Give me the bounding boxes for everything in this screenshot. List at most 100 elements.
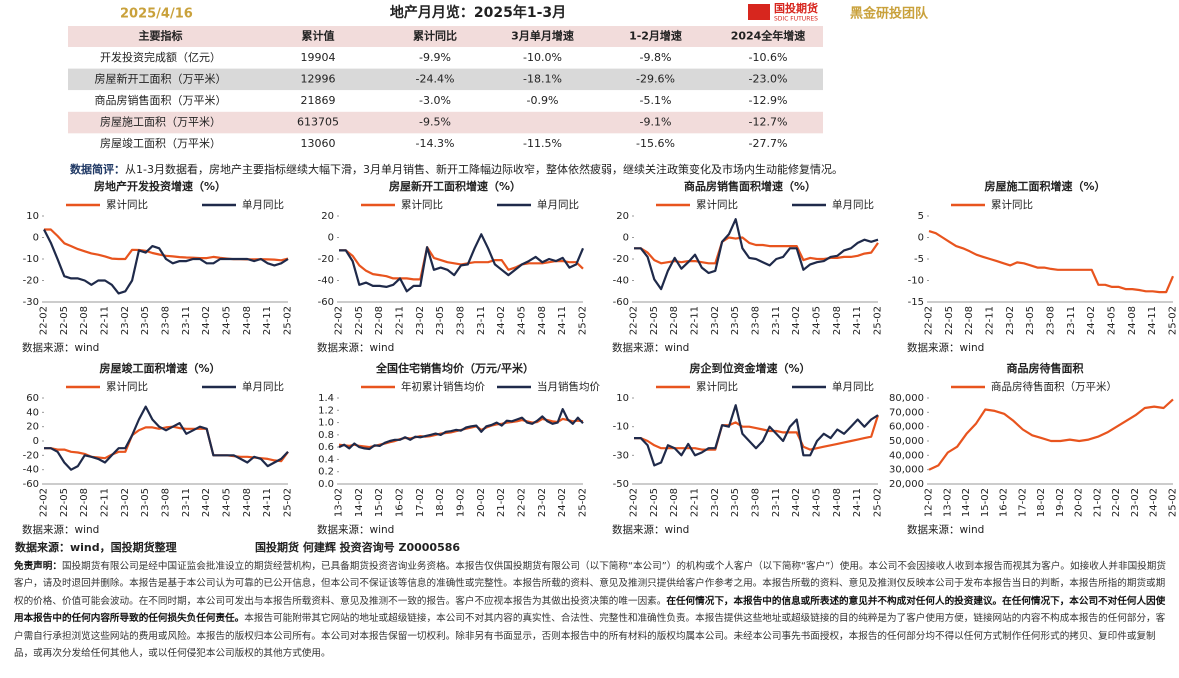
disclaimer-label: 免责声明： [14,561,62,572]
y-tick-label: 0.2 [318,467,334,478]
legend-label: 年初累计销售均价 [401,380,485,393]
y-tick-label: -15 [908,297,924,308]
y-tick-label: 0.8 [318,430,334,441]
y-tick-label: 0 [623,233,629,244]
x-tick-label: 22-02 [629,306,640,335]
y-tick-label: 20 [26,422,39,433]
x-tick-label: 23-11 [1066,306,1077,335]
table-cell: 开发投资完成额（亿元） [100,50,221,64]
chart-title: 房屋竣工面积增速（%） [99,361,220,375]
x-tick-label: 22-11 [395,306,406,335]
y-tick-label: 0.0 [318,479,334,490]
y-tick-label: 5 [918,211,924,222]
table-cell: -10.0% [523,51,562,64]
x-tick-label: 23-02 [537,488,548,517]
y-tick-label: -10 [908,276,924,287]
x-tick-label: 23-08 [751,306,762,335]
logo-sub: SDIC FUTURES [774,16,818,23]
table-cell: -9.8% [640,51,672,64]
y-tick-label: -20 [23,276,39,287]
legend-label: 单月同比 [832,198,874,211]
x-tick-label: 13-02 [942,488,953,517]
x-tick-label: 23-02 [120,306,131,335]
logo: 国投期货 [774,1,818,15]
table-row-bg [68,133,823,155]
table-row-bg [68,47,823,69]
x-tick-label: 24-08 [832,488,843,517]
x-tick-label: 22-05 [649,488,660,517]
x-tick-label: 16-02 [395,488,406,517]
y-tick-label: -60 [613,297,629,308]
x-tick-label: 22-11 [690,488,701,517]
legend-label: 当月销售均价 [537,380,600,393]
y-tick-label: 0 [918,233,924,244]
y-tick-label: -5 [914,254,924,265]
series-line [339,246,584,281]
table-cell: -29.6% [636,72,675,85]
y-tick-label: 40,000 [889,450,924,461]
legend-label: 单月同比 [537,198,579,211]
chart-source: 数据来源：wind [22,523,99,536]
x-tick-label: 24-11 [852,306,863,335]
table-cell: -9.5% [419,116,451,129]
y-tick-label: -30 [23,297,39,308]
y-tick-label: 10 [26,211,39,222]
disclaimer-bold: 在任何情况下，本报告中的信息或所表述的意见并不构成对任何人的投资建议。在任何情况… [14,595,1166,625]
x-tick-label: 15-02 [980,488,991,517]
series-line [338,408,584,451]
x-tick-label: 23-05 [1025,306,1036,335]
table-cell: -9.1% [640,116,672,129]
table-cell: 房屋竣工面积（万平米） [100,136,221,150]
chart-title: 房屋新开工面积增速（%） [389,179,521,193]
y-tick-label: -60 [318,297,334,308]
x-tick-label: 24-02 [201,488,212,517]
x-tick-label: 24-11 [557,306,568,335]
x-tick-label: 23-02 [1005,306,1016,335]
table-cell: -27.7% [749,137,788,150]
y-tick-label: 10 [616,393,629,404]
y-tick-label: 1.4 [318,393,334,404]
y-tick-label: 40 [26,407,39,418]
table-row-bg [68,111,823,134]
legend-label: 累计同比 [991,198,1033,211]
table-cell: -3.0% [419,94,451,107]
x-tick-label: 22-11 [985,306,996,335]
series-line [44,228,289,262]
disclaimer: 免责声明：国投期货有限公司是经中国证监会批准设立的期货经营机构，已具备期货投资咨… [14,558,1166,662]
x-tick-label: 25-02 [283,488,294,517]
legend-label: 商品房待售面积（万平米） [991,380,1117,393]
table-cell: -14.3% [416,137,455,150]
x-tick-label: 23-11 [771,306,782,335]
x-tick-label: 22-02 [629,488,640,517]
x-tick-label: 15-02 [374,488,385,517]
x-tick-label: 24-02 [201,306,212,335]
chart-title: 商品房待售面积 [1007,361,1084,375]
table-cell: -11.5% [523,137,562,150]
x-tick-label: 24-05 [812,488,823,517]
y-tick-label: 50,000 [889,436,924,447]
footer-author: 国投期货 何建辉 投资咨询号 Z0000586 [255,540,460,554]
x-tick-label: 25-02 [873,488,884,517]
x-tick-label: 23-05 [140,306,151,335]
table-cell: -24.4% [416,72,455,85]
comment-text: 从1-3月数据看，房地产主要指标继续大幅下滑，3月单月销售、新开工降幅边际收窄，… [125,162,843,176]
x-tick-label: 24-11 [262,306,273,335]
x-tick-label: 24-11 [262,488,273,517]
x-tick-label: 23-05 [730,488,741,517]
y-tick-label: 20,000 [889,479,924,490]
team: 黑金研投团队 [850,6,929,22]
y-tick-label: 70,000 [889,407,924,418]
x-tick-label: 18-02 [435,488,446,517]
x-tick-label: 23-08 [1046,306,1057,335]
legend-label: 累计同比 [106,198,148,211]
y-tick-label: -20 [613,254,629,265]
series-line [634,218,879,291]
x-tick-label: 23-02 [710,306,721,335]
x-tick-label: 24-08 [1127,306,1138,335]
table-header: 累计同比 [413,29,457,43]
y-tick-label: -40 [613,276,629,287]
x-tick-label: 22-05 [649,306,660,335]
chart-source: 数据来源：wind [317,341,394,354]
x-tick-label: 22-02 [517,488,528,517]
